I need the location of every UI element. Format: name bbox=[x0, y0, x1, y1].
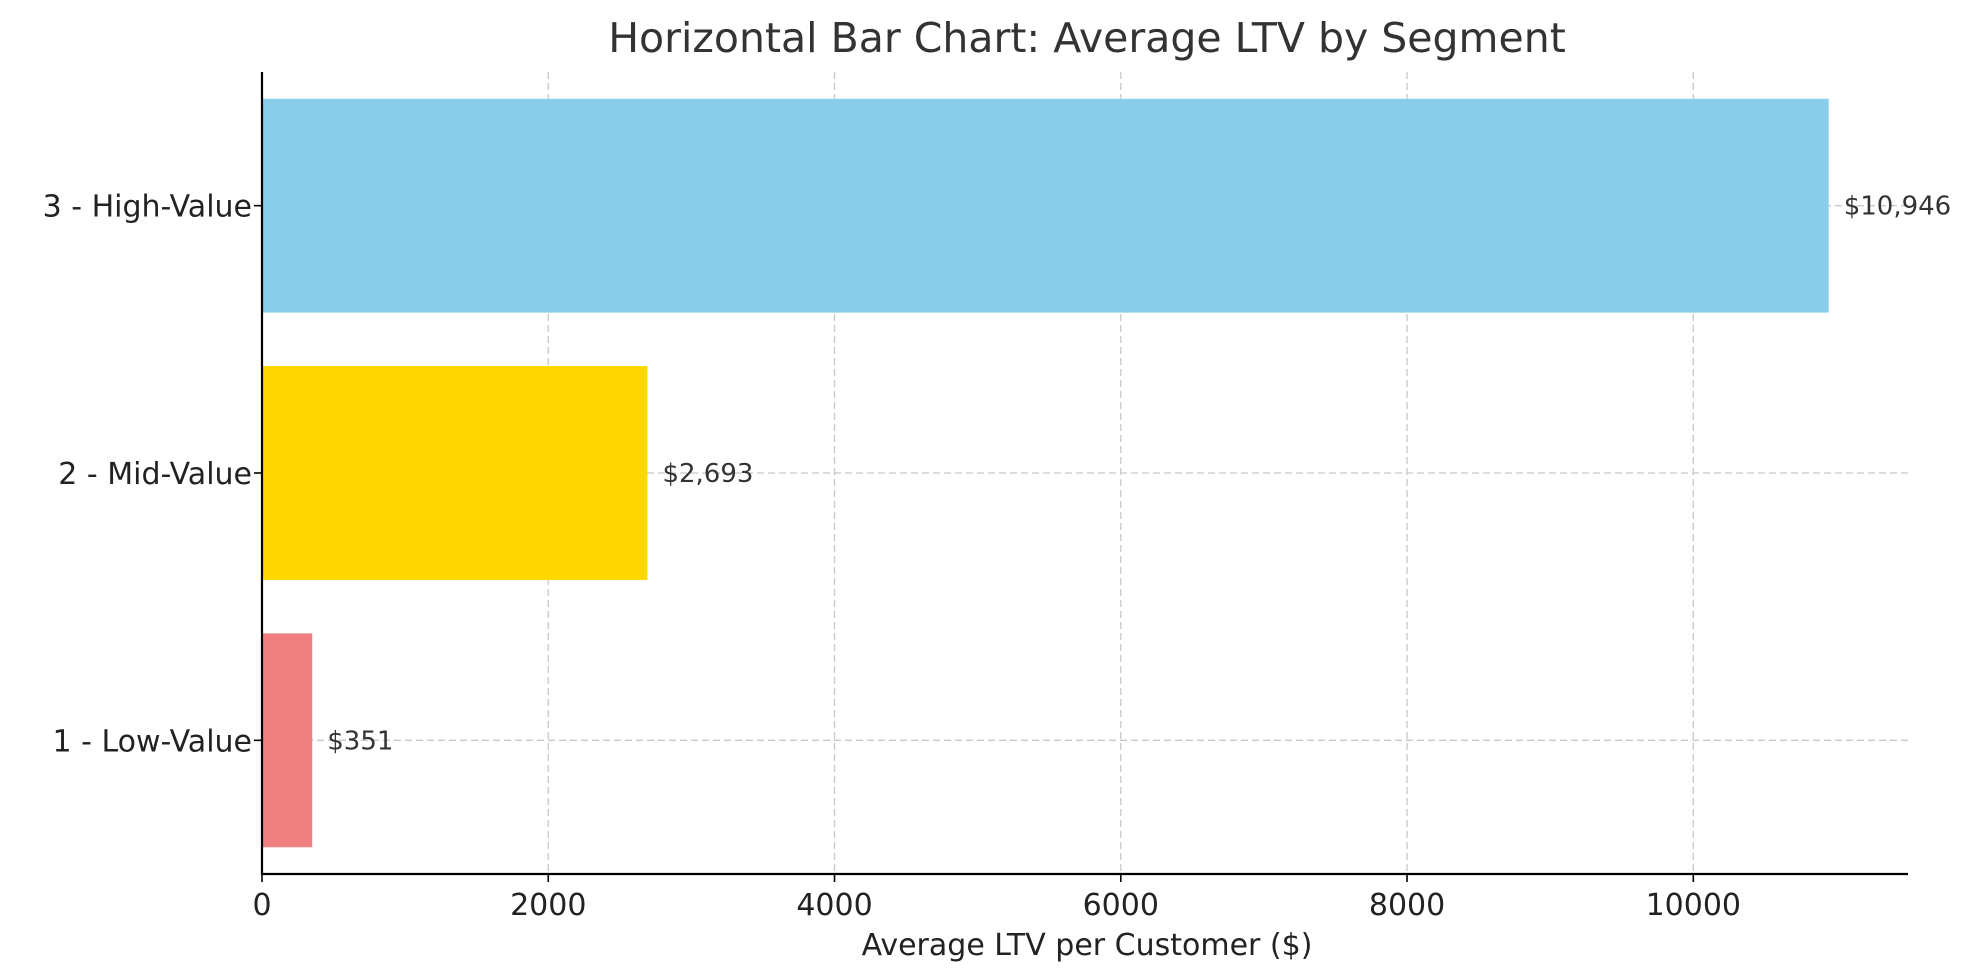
bar bbox=[262, 633, 313, 848]
bar bbox=[262, 366, 648, 580]
bar-value-label: $10,946 bbox=[1844, 192, 1952, 222]
x-tick-label: 2000 bbox=[510, 888, 586, 923]
y-tick-label: 1 - Low-Value bbox=[52, 724, 252, 759]
bar bbox=[262, 98, 1829, 313]
axes: 0 2000 4000 6000 8000 10000 1 - Low-Value 2 - M… bbox=[43, 72, 1908, 923]
bar-value-label: $2,693 bbox=[662, 459, 753, 489]
bars bbox=[262, 98, 1829, 848]
y-tick-label: 3 - High-Value bbox=[43, 190, 252, 225]
chart-title: Horizontal Bar Chart: Average LTV by Seg… bbox=[608, 14, 1566, 62]
x-axis-label: Average LTV per Customer ($) bbox=[862, 928, 1313, 963]
x-tick-label: 6000 bbox=[1083, 888, 1159, 923]
x-tick-label: 0 bbox=[252, 888, 271, 923]
value-labels: $351 $2,693 $10,946 bbox=[327, 192, 1951, 757]
bar-value-label: $351 bbox=[327, 726, 393, 756]
x-tick-label: 10000 bbox=[1646, 888, 1741, 923]
x-tick-label: 8000 bbox=[1369, 888, 1445, 923]
y-tick-label: 2 - Mid-Value bbox=[58, 457, 252, 492]
x-tick-label: 4000 bbox=[796, 888, 872, 923]
